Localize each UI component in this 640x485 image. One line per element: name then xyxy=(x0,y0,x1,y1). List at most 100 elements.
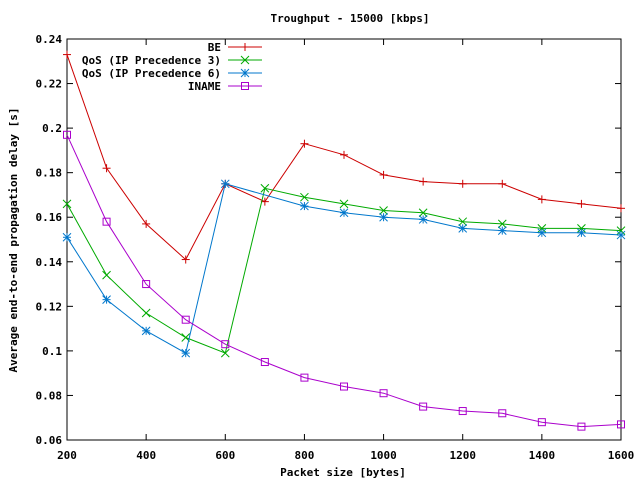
data-point-d2 xyxy=(141,308,151,318)
data-point-d2 xyxy=(577,224,586,233)
data-point-d2 xyxy=(418,208,428,218)
data-point-d2 xyxy=(102,295,111,305)
data-point xyxy=(181,315,190,324)
y-tick-label: 0.14 xyxy=(36,256,63,269)
data-point xyxy=(102,270,111,280)
data-point xyxy=(577,228,586,238)
data-point xyxy=(537,418,546,427)
x-axis-label: Packet size [bytes] xyxy=(280,466,406,479)
data-point xyxy=(340,150,348,159)
data-point-box xyxy=(577,422,586,431)
data-point-box xyxy=(498,409,507,418)
data-point-box xyxy=(142,280,151,289)
y-tick-label: 0.16 xyxy=(36,211,63,224)
y-tick-label: 0.06 xyxy=(36,434,63,447)
data-point xyxy=(497,226,507,235)
data-point-d2 xyxy=(458,217,468,227)
data-point xyxy=(577,422,586,431)
ticks-layer: 200 400 600 800 1000 1200 1400 1600 0.06 0.08 0.1 0… xyxy=(36,33,635,462)
legend-marker-d2 xyxy=(240,68,250,78)
data-point-box xyxy=(340,382,348,391)
data-point xyxy=(498,409,507,418)
legend-marker-d2 xyxy=(240,55,250,65)
data-point-d2 xyxy=(300,192,309,202)
data-point xyxy=(220,348,230,358)
x-tick-label: 600 xyxy=(215,449,235,462)
chart-title: Troughput - 15000 [kbps] xyxy=(271,12,430,25)
data-point-d2 xyxy=(458,224,468,233)
data-point xyxy=(379,212,388,222)
data-point xyxy=(260,183,270,193)
data-point-d2 xyxy=(537,228,547,238)
data-point xyxy=(300,192,309,202)
data-point xyxy=(300,201,309,211)
data-point xyxy=(102,217,111,226)
data-point-d2 xyxy=(379,206,388,215)
data-point xyxy=(339,208,349,218)
data-point-d2 xyxy=(497,226,507,235)
x-tick-label: 200 xyxy=(57,449,77,462)
data-point xyxy=(63,130,71,139)
data-point-box xyxy=(260,358,269,367)
data-point-d2 xyxy=(616,230,626,240)
legend-marker xyxy=(240,68,250,78)
data-point-d2 xyxy=(141,326,151,336)
data-point-d2 xyxy=(260,183,270,193)
data-point-box xyxy=(102,217,111,226)
data-point-d2 xyxy=(379,212,388,222)
y-tick-label: 0.08 xyxy=(36,389,63,402)
data-point xyxy=(419,177,428,186)
data-point xyxy=(537,228,547,238)
data-point-d2 xyxy=(220,348,230,358)
x-tick-label: 1200 xyxy=(449,449,476,462)
data-point xyxy=(379,389,388,398)
plot-frame xyxy=(66,38,622,441)
data-point-d2 xyxy=(181,348,191,358)
data-point xyxy=(379,206,388,215)
data-point xyxy=(458,224,468,233)
data-point xyxy=(102,164,111,173)
data-point xyxy=(497,219,507,229)
y-tick-label: 0.18 xyxy=(36,167,63,180)
data-point xyxy=(63,50,71,59)
data-point-box xyxy=(419,402,428,411)
x-tick-label: 800 xyxy=(294,449,314,462)
x-tick-label: 400 xyxy=(136,449,156,462)
data-point-box xyxy=(300,373,309,382)
data-point-box xyxy=(181,315,190,324)
y-tick-label: 0.22 xyxy=(36,78,63,91)
data-point xyxy=(458,407,467,416)
legend-marker xyxy=(240,55,250,65)
data-point-box xyxy=(617,420,625,429)
data-point xyxy=(339,199,349,209)
series-2 xyxy=(62,183,626,358)
data-point xyxy=(300,139,309,148)
data-point xyxy=(617,420,625,429)
legend-label: QoS (IP Precedence 6) xyxy=(82,67,221,80)
data-point-d2 xyxy=(220,179,230,189)
data-point xyxy=(537,224,547,233)
data-point xyxy=(141,326,151,336)
data-point xyxy=(418,215,428,224)
x-tick-label: 1000 xyxy=(370,449,397,462)
data-point xyxy=(616,230,626,240)
data-point xyxy=(537,195,546,204)
y-tick-label: 0.1 xyxy=(42,345,62,358)
data-point xyxy=(340,382,348,391)
data-point xyxy=(142,280,151,289)
data-point-d2 xyxy=(300,201,309,211)
data-point-d2 xyxy=(181,333,191,342)
y-tick-label: 0.24 xyxy=(36,33,63,46)
data-point xyxy=(458,217,468,227)
data-point-box xyxy=(379,389,388,398)
data-point xyxy=(419,402,428,411)
data-point-box xyxy=(537,418,546,427)
legend-label: BE xyxy=(208,41,221,54)
data-point xyxy=(141,308,151,318)
legend-label: INAME xyxy=(188,80,221,93)
data-point xyxy=(616,226,626,235)
data-point xyxy=(458,179,467,188)
data-point-d2 xyxy=(339,199,349,209)
